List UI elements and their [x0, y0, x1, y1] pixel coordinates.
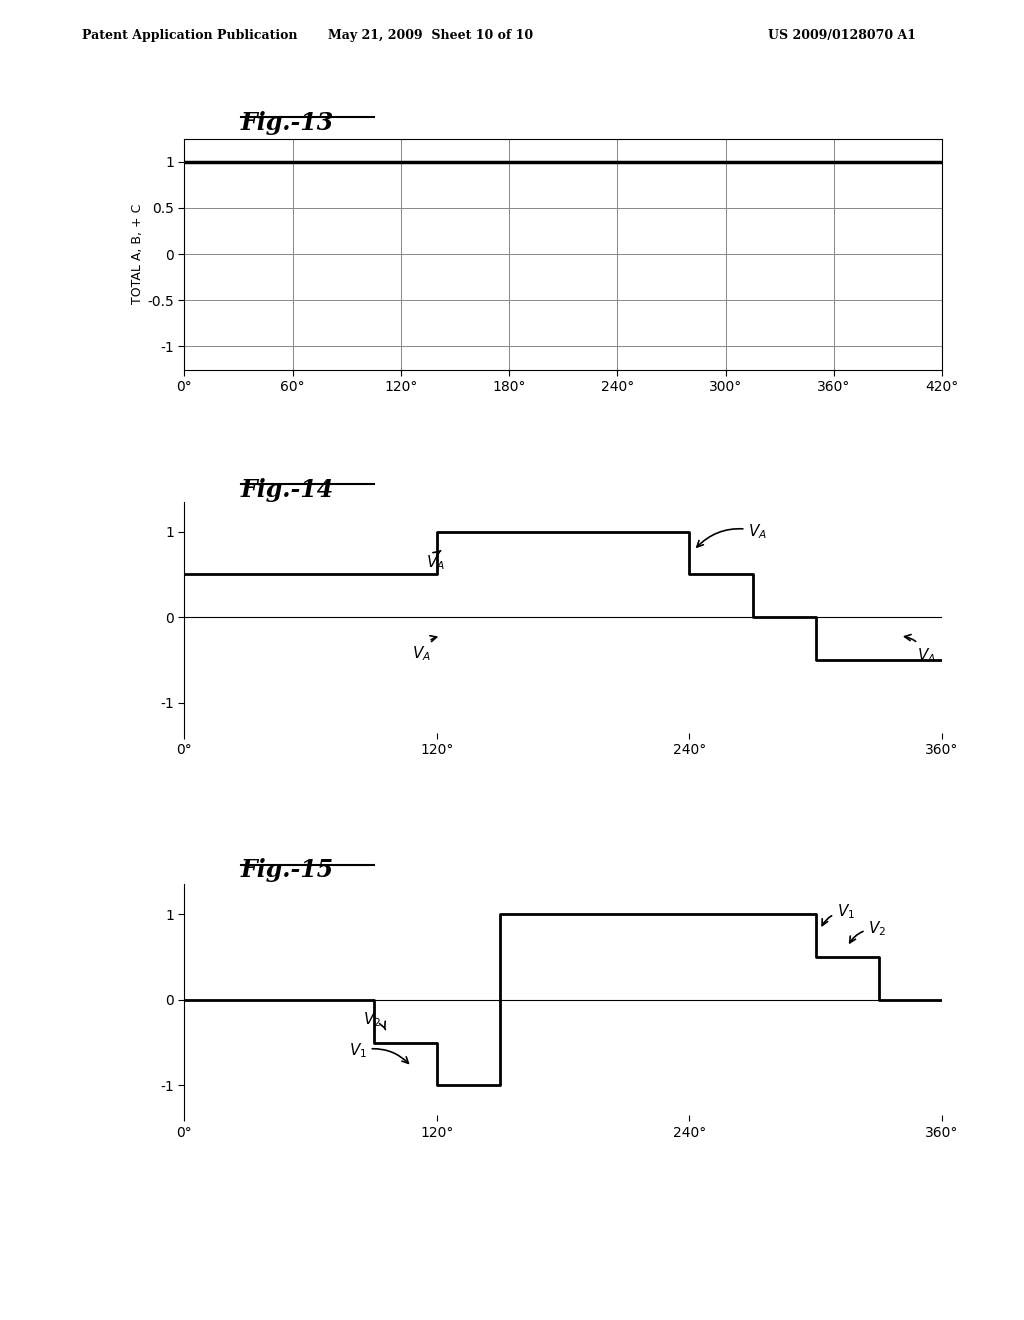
Text: Patent Application Publication: Patent Application Publication: [82, 29, 297, 42]
Text: $V_A$: $V_A$: [412, 636, 436, 663]
Text: US 2009/0128070 A1: US 2009/0128070 A1: [768, 29, 916, 42]
Text: $V_2$: $V_2$: [850, 919, 887, 942]
Text: Fig.-14: Fig.-14: [241, 478, 334, 502]
Text: $V_A$: $V_A$: [904, 635, 936, 664]
Text: Fig.-15: Fig.-15: [241, 858, 334, 882]
Text: $V_1$: $V_1$: [822, 902, 855, 925]
Text: Fig.-13: Fig.-13: [241, 111, 334, 135]
Text: $V_1$: $V_1$: [348, 1041, 409, 1064]
Text: $V_A$: $V_A$: [426, 550, 445, 572]
Text: $V_2$: $V_2$: [364, 1010, 385, 1030]
Text: $V_A$: $V_A$: [697, 521, 767, 546]
Text: May 21, 2009  Sheet 10 of 10: May 21, 2009 Sheet 10 of 10: [328, 29, 532, 42]
Y-axis label: TOTAL A, B, + C: TOTAL A, B, + C: [131, 203, 144, 305]
